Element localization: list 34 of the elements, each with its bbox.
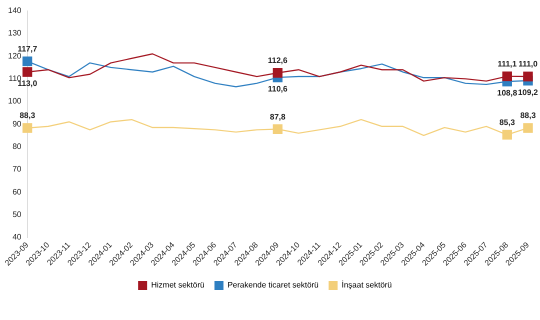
y-tick-label: 40 (12, 232, 22, 242)
point (502, 130, 512, 140)
point (272, 124, 283, 134)
data-label: 88,3 (20, 111, 36, 120)
data-label: 110,6 (268, 84, 288, 94)
data-label: 111,0 (518, 60, 538, 69)
y-tick-label: 100 (8, 96, 22, 106)
y-tick-label: 130 (8, 28, 22, 38)
y-tick-label: 50 (12, 210, 22, 219)
data-label: 113,0 (18, 79, 38, 88)
data-label: 111,1 (498, 60, 518, 69)
data-label: 87,8 (270, 112, 286, 122)
point (272, 68, 283, 78)
data-label: 109,2 (518, 88, 539, 97)
point (523, 72, 533, 82)
data-label: 108,8 (497, 88, 518, 98)
y-tick-label: 140 (8, 6, 22, 16)
point (502, 71, 512, 82)
legend-label: İnşaat sektörü (342, 280, 392, 290)
legend-label: Perakende ticaret sektörü (227, 280, 319, 290)
point (22, 67, 32, 77)
point (22, 123, 32, 133)
y-tick-label: 80 (12, 142, 22, 151)
y-tick-label: 90 (12, 119, 22, 128)
y-tick-label: 70 (12, 164, 22, 174)
legend-label: Hizmet sektörü (151, 280, 204, 290)
point (22, 56, 32, 66)
data-label: 117,7 (18, 44, 38, 54)
data-label: 88,3 (520, 111, 536, 120)
point (523, 123, 533, 133)
y-tick-label: 60 (12, 187, 22, 196)
data-label: 85,3 (499, 118, 516, 127)
y-tick-label: 120 (8, 51, 22, 60)
data-label: 112,6 (268, 56, 288, 66)
